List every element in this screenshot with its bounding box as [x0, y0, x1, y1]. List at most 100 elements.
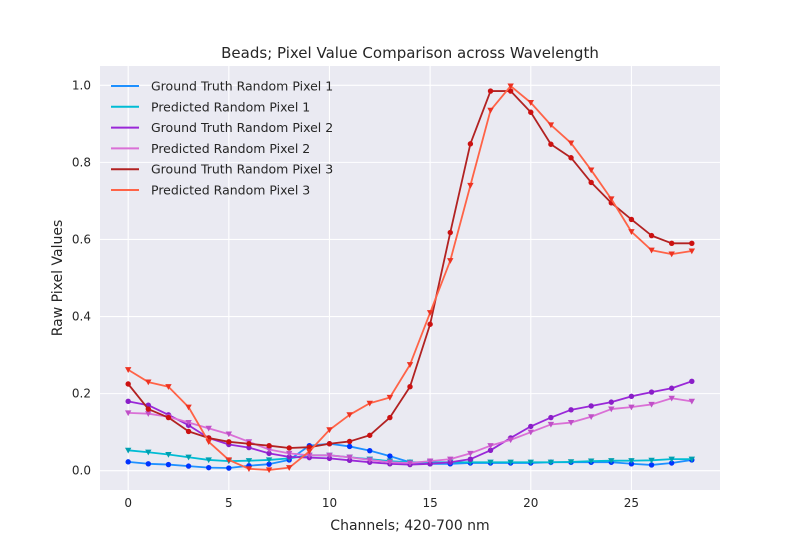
data-point — [124, 410, 132, 417]
data-point — [226, 439, 232, 445]
y-tick-label: 0.6 — [72, 232, 91, 246]
legend-label: Ground Truth Random Pixel 1 — [151, 79, 333, 94]
data-point — [547, 122, 555, 129]
data-point — [326, 452, 333, 459]
data-point — [528, 423, 534, 430]
data-point — [447, 229, 453, 236]
legend: Ground Truth Random Pixel 1 Predicted Ran… — [111, 79, 333, 198]
data-point — [306, 448, 313, 455]
data-point — [406, 362, 414, 368]
data-point — [467, 450, 474, 457]
data-point — [628, 458, 635, 464]
data-point — [628, 393, 635, 400]
data-point — [185, 463, 192, 469]
x-tick-label: 0 — [124, 496, 132, 510]
data-point — [507, 459, 514, 466]
data-point — [668, 385, 675, 391]
data-point — [185, 428, 192, 435]
data-point — [668, 395, 675, 402]
data-point — [467, 141, 474, 147]
data-point — [467, 182, 474, 189]
data-point — [567, 140, 575, 147]
data-point — [205, 457, 212, 464]
data-point — [689, 240, 695, 247]
data-point — [668, 240, 675, 247]
data-point — [246, 441, 252, 447]
data-point — [648, 247, 655, 254]
data-point — [266, 442, 272, 449]
data-point — [326, 441, 333, 447]
y-tick-label: 1.0 — [72, 78, 91, 92]
data-point — [165, 384, 172, 390]
data-point — [366, 457, 373, 464]
data-point — [688, 398, 696, 405]
x-tick-label: 15 — [422, 496, 437, 510]
data-point — [205, 425, 212, 432]
data-point — [286, 465, 293, 471]
data-point — [648, 401, 655, 408]
data-point — [265, 457, 273, 464]
x-axis-label: Channels; 420-700 nm — [330, 518, 489, 534]
data-point — [487, 447, 494, 453]
data-point — [306, 452, 313, 459]
data-point — [346, 443, 353, 450]
data-point — [668, 251, 675, 258]
y-axis-label: Raw Pixel Values — [50, 220, 66, 336]
data-point — [588, 179, 594, 186]
data-point — [487, 443, 494, 449]
data-point — [628, 216, 635, 223]
data-point — [487, 107, 494, 114]
data-point — [265, 467, 273, 474]
series-6 — [124, 83, 696, 474]
data-point — [648, 462, 655, 468]
data-point — [125, 398, 131, 405]
data-point — [487, 459, 494, 466]
data-point — [507, 437, 514, 444]
y-tick-label: 0.4 — [72, 310, 91, 324]
legend-label: Predicted Random Pixel 2 — [151, 141, 310, 156]
data-point — [547, 421, 555, 428]
data-point — [547, 459, 555, 466]
data-point — [507, 88, 514, 94]
data-point — [487, 88, 494, 94]
data-point — [124, 367, 132, 373]
data-point — [628, 229, 635, 235]
data-point — [205, 439, 212, 446]
grid — [100, 66, 720, 490]
data-point — [145, 411, 152, 417]
data-point — [124, 447, 132, 454]
x-tick-label: 5 — [225, 496, 233, 510]
data-point — [608, 458, 615, 464]
data-point — [387, 453, 393, 459]
legend-label: Ground Truth Random Pixel 3 — [151, 162, 333, 177]
data-point — [467, 456, 474, 462]
data-point — [608, 399, 614, 405]
data-point — [587, 414, 595, 420]
plot-area — [100, 66, 720, 490]
series-group — [124, 83, 696, 474]
data-point — [145, 449, 152, 456]
data-point — [266, 450, 272, 457]
data-point — [426, 458, 434, 465]
y-tick-label: 0.2 — [72, 387, 91, 401]
data-point — [145, 406, 152, 412]
data-point — [306, 444, 313, 450]
data-point — [366, 400, 373, 407]
data-point — [386, 459, 394, 466]
data-point — [286, 454, 292, 460]
data-point — [568, 155, 574, 161]
data-point — [447, 456, 454, 463]
x-axis-ticks: 0 5 10 15 20 25 — [124, 496, 639, 510]
data-point — [648, 232, 655, 239]
data-point — [346, 412, 353, 419]
data-point — [145, 379, 152, 386]
data-point — [346, 454, 353, 461]
x-tick-label: 10 — [322, 496, 337, 510]
data-point — [185, 404, 192, 411]
y-tick-label: 0.8 — [72, 155, 91, 169]
y-axis-ticks: 0.0 0.2 0.4 0.6 0.8 1.0 — [72, 78, 91, 477]
data-point — [387, 414, 393, 421]
data-point — [185, 454, 192, 461]
data-point — [527, 459, 534, 466]
